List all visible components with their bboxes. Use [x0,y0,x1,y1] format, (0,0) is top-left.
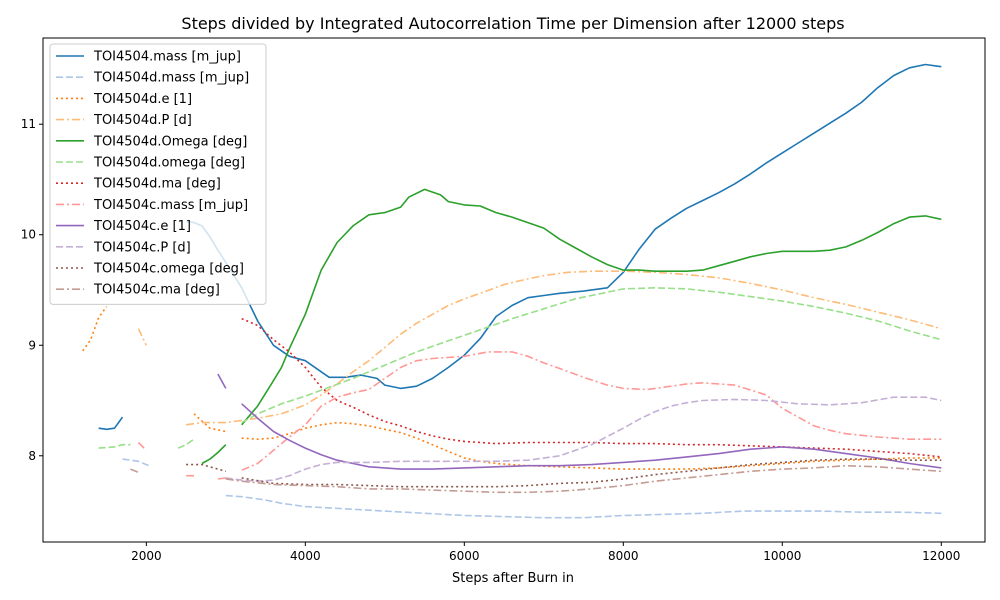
series-line-toi4504c-e-1-segment-1 [241,403,942,470]
series-line-toi4504d-omega-deg-segment-0 [201,444,227,465]
series-line-toi4504d-e-1-segment-2 [241,421,942,470]
y-tick-label: 8 [28,449,36,463]
legend-label-toi4504c-ma-deg: TOI4504c.ma [deg] [93,283,220,298]
series-line-toi4504d-p-d-segment-0 [137,328,148,346]
legend-label-toi4504d-ma-deg: TOI4504d.ma [deg] [93,177,221,192]
series-line-toi4504c-e-1-segment-0 [217,373,227,389]
legend-label-toi4504c-e-1: TOI4504c.e [1] [93,219,191,234]
legend-label-toi4504d-e-1: TOI4504d.e [1] [93,92,192,107]
legend-label-toi4504d-omega-deg: TOI4504d.omega [deg] [93,156,245,171]
series-line-toi4504c-mass-m-jup-segment-3 [241,351,942,471]
series-line-toi4504d-p-d-segment-1 [185,270,942,426]
series-line-toi4504c-p-d-segment-0 [225,396,942,482]
series-line-toi4504c-mass-m-jup-segment-2 [217,477,226,480]
plot-area [82,63,942,519]
x-tick-label: 4000 [290,549,321,563]
axes-frame [42,37,986,543]
legend-label-toi4504-mass-m-jup: TOI4504.mass [m_jup] [93,50,241,65]
legend-box [49,43,267,305]
series-line-toi4504d-omega-deg-segment-0 [98,443,131,449]
series-line-toi4504d-mass-m-jup-segment-1 [225,494,942,519]
x-tick-label: 8000 [608,549,639,563]
legend-label-toi4504d-mass-m-jup: TOI4504d.mass [m_jup] [93,71,249,86]
x-tick-label: 6000 [449,549,480,563]
series-line-toi4504c-omega-deg-segment-1 [241,458,942,488]
legend-label-toi4504c-omega-deg: TOI4504c.omega [deg] [93,262,244,277]
x-tick-label: 2000 [131,549,162,563]
series-line-toi4504-mass-m-jup-segment-1 [185,63,942,390]
series-line-toi4504d-e-1-segment-0 [82,306,108,352]
series-line-toi4504c-ma-deg-segment-0 [130,468,139,474]
legend-label-toi4504c-p-d: TOI4504c.P [d] [93,240,191,255]
legend: TOI4504.mass [m_jup] TOI4504d.mass [m_jup… [49,43,267,305]
y-tick-label: 9 [28,338,36,352]
chart-title: Steps divided by Integrated Autocorrelat… [181,14,844,33]
legend-label-toi4504d-omega-deg: TOI4504d.Omega [deg] [93,134,247,149]
series-line-toi4504d-omega-deg-segment-1 [241,188,942,426]
series-line-toi4504c-omega-deg-segment-0 [186,463,227,473]
series-line-toi4504d-e-1-segment-1 [193,413,226,433]
series-line-toi4504d-omega-deg-segment-2 [241,287,942,424]
series-line-toi4504c-ma-deg-segment-1 [225,464,942,494]
series-line-toi4504c-mass-m-jup-segment-0 [137,441,147,451]
x-tick-label: 12000 [922,549,960,563]
legend-label-toi4504d-p-d: TOI4504d.P [d] [93,113,192,128]
y-tick-label: 11 [21,117,36,131]
y-tick-label: 10 [21,228,36,242]
axis-ticks: 2000 4000 6000 8000 10000 12000 8 9 10 11 [21,117,961,563]
series-line-toi4504-mass-m-jup-segment-0 [98,416,124,431]
x-axis-label: Steps after Burn in [452,571,574,586]
series-line-toi4504d-omega-deg-segment-1 [177,438,195,449]
x-tick-label: 10000 [763,549,801,563]
series-line-toi4504d-mass-m-jup-segment-0 [122,458,151,467]
legend-label-toi4504c-mass-m-jup: TOI4504c.mass [m_jup] [93,198,248,213]
